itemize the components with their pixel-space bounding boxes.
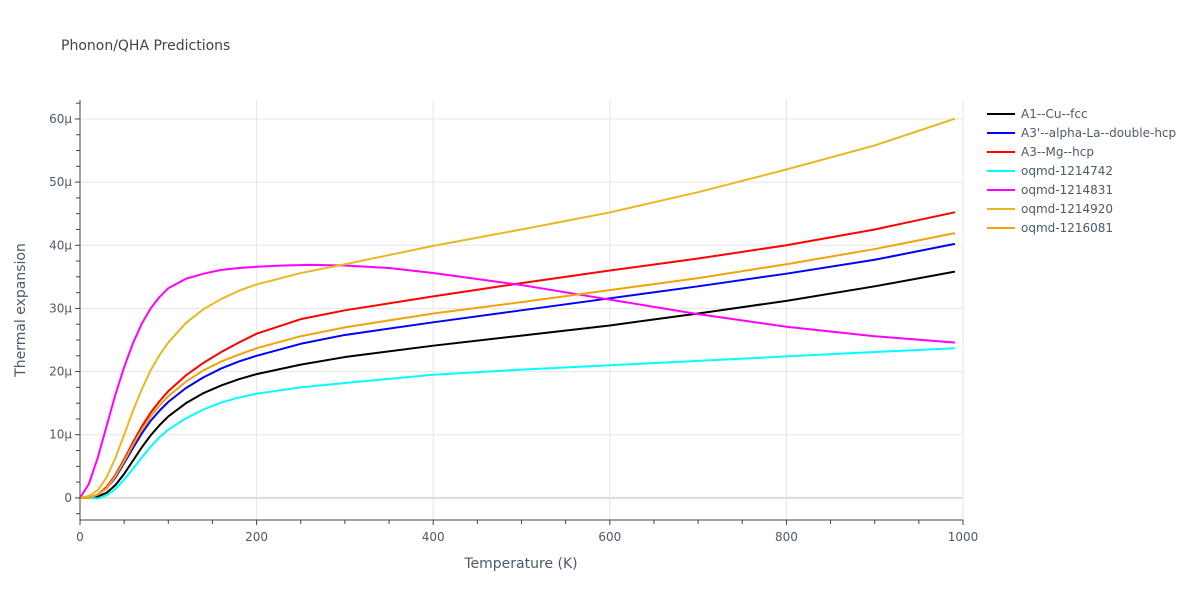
axis-ticks: 0 200 400 600 800 1000 0 10μ 20μ 30μ 40μ 50μ 60μ xyxy=(49,102,979,544)
x-tick-label: 800 xyxy=(775,530,798,544)
series-line-oqmd-1216081[interactable] xyxy=(79,232,956,499)
y-axis-title: Thermal expansion xyxy=(13,243,29,378)
legend-label: oqmd-1216081 xyxy=(1021,221,1113,235)
legend-item[interactable]: oqmd-1216081 xyxy=(987,221,1113,235)
x-tick-label: 200 xyxy=(245,530,268,544)
legend-label: oqmd-1214920 xyxy=(1021,202,1113,216)
series-line-oqmd-1214920[interactable] xyxy=(79,117,956,499)
legend-item[interactable]: oqmd-1214920 xyxy=(987,202,1113,216)
x-tick-label: 600 xyxy=(598,530,621,544)
series-line-oqmd-1214742[interactable] xyxy=(79,347,956,500)
y-tick-label: 40μ xyxy=(49,238,72,252)
legend-label: A3--Mg--hcp xyxy=(1021,145,1094,159)
x-tick-label: 1000 xyxy=(948,530,979,544)
y-tick-label: 20μ xyxy=(49,365,72,379)
legend-label: A3'--alpha-La--double-hcp xyxy=(1021,126,1176,140)
legend-item[interactable]: oqmd-1214831 xyxy=(987,183,1113,197)
chart-title: Phonon/QHA Predictions xyxy=(61,38,230,54)
legend[interactable]: A1--Cu--fcc A3'--alpha-La--double-hcp A3--… xyxy=(987,107,1176,235)
plot-area: 0 200 400 600 800 1000 0 10μ 20μ 30μ 40μ 50μ 60μ xyxy=(49,100,978,544)
legend-item[interactable]: oqmd-1214742 xyxy=(987,164,1113,178)
grid-lines xyxy=(80,100,964,520)
y-tick-label: 30μ xyxy=(49,301,72,315)
legend-item[interactable]: A1--Cu--fcc xyxy=(987,107,1088,121)
y-tick-label: 60μ xyxy=(49,112,72,126)
x-tick-label: 400 xyxy=(422,530,445,544)
legend-label: oqmd-1214742 xyxy=(1021,164,1113,178)
legend-item[interactable]: A3--Mg--hcp xyxy=(987,145,1094,159)
series-line-a1-cu-fcc[interactable] xyxy=(79,270,956,499)
legend-label: A1--Cu--fcc xyxy=(1021,107,1088,121)
series-lines xyxy=(79,117,956,500)
legend-label: oqmd-1214831 xyxy=(1021,183,1113,197)
x-tick-label: 0 xyxy=(76,530,84,544)
x-axis-title: Temperature (K) xyxy=(463,556,577,572)
y-tick-label: 0 xyxy=(64,491,72,505)
legend-item[interactable]: A3'--alpha-La--double-hcp xyxy=(987,126,1176,140)
y-tick-label: 10μ xyxy=(49,428,72,442)
y-tick-label: 50μ xyxy=(49,175,72,189)
